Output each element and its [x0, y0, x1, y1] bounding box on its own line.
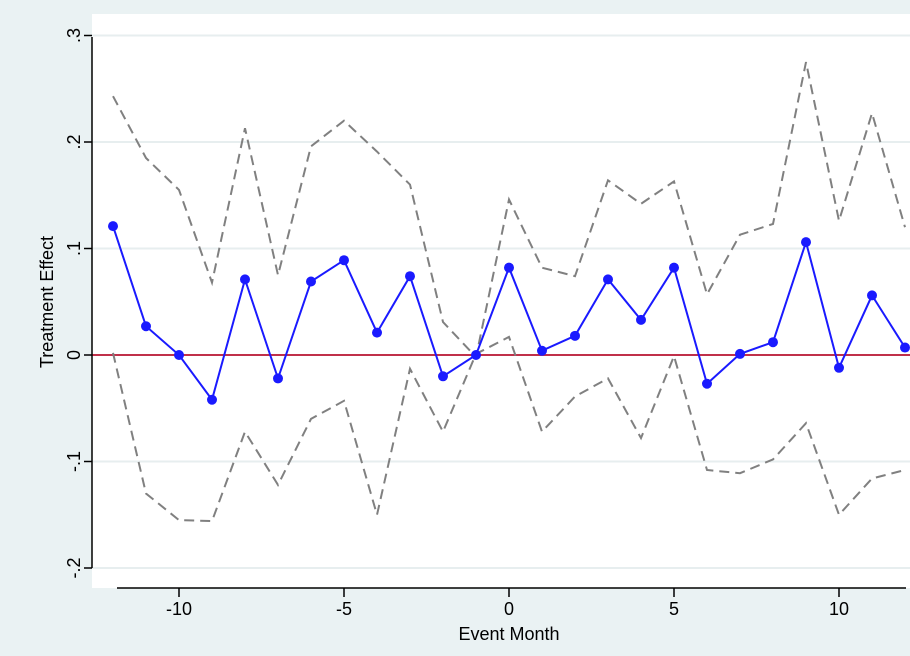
y-axis-title: Treatment Effect — [37, 236, 57, 368]
estimate-point — [273, 373, 283, 384]
x-tick-label: -10 — [166, 599, 192, 619]
estimate-point — [834, 362, 844, 373]
y-ticks: -.2 -.1 0 .1 .2 .3 — [64, 28, 92, 579]
y-tick-label: .2 — [64, 134, 84, 149]
estimate-point — [240, 274, 250, 285]
x-ticks: -10 -5 0 5 10 — [166, 588, 849, 619]
y-tick-label: 0 — [64, 350, 84, 360]
x-axis-title: Event Month — [458, 624, 559, 644]
estimate-point — [900, 342, 910, 353]
plot-area — [92, 14, 910, 588]
estimate-point — [504, 262, 514, 273]
x-tick-label: 10 — [829, 599, 849, 619]
estimate-point — [339, 255, 349, 266]
estimate-point — [207, 394, 217, 405]
x-tick-label: 5 — [669, 599, 679, 619]
lower-ci-line — [112, 335, 906, 523]
estimate-point — [768, 337, 778, 348]
upper-ci-line — [112, 61, 906, 360]
estimate-point — [108, 221, 118, 232]
estimate-point — [438, 371, 448, 382]
series-group — [108, 61, 910, 523]
y-tick-label: .3 — [64, 28, 84, 43]
estimate-point — [735, 348, 745, 359]
estimate-point — [702, 378, 712, 389]
y-tick-label: -.1 — [64, 451, 84, 472]
y-tick-label: -.2 — [64, 557, 84, 578]
estimate-point — [471, 350, 481, 360]
estimate-point — [570, 330, 580, 341]
estimate-point — [405, 271, 415, 282]
y-tick-label: .1 — [64, 241, 84, 256]
x-tick-label: 0 — [504, 599, 514, 619]
x-tick-label: -5 — [336, 599, 352, 619]
estimate-point — [867, 290, 877, 301]
axes — [91, 37, 906, 589]
estimate-point — [174, 350, 184, 360]
estimate-point — [801, 237, 811, 248]
estimate-point — [669, 262, 679, 273]
estimate-point — [603, 274, 613, 285]
estimate-point — [141, 321, 151, 332]
estimate-point — [537, 345, 547, 356]
estimate-point — [636, 314, 646, 325]
estimate-point — [372, 327, 382, 338]
estimate-point — [306, 276, 316, 287]
